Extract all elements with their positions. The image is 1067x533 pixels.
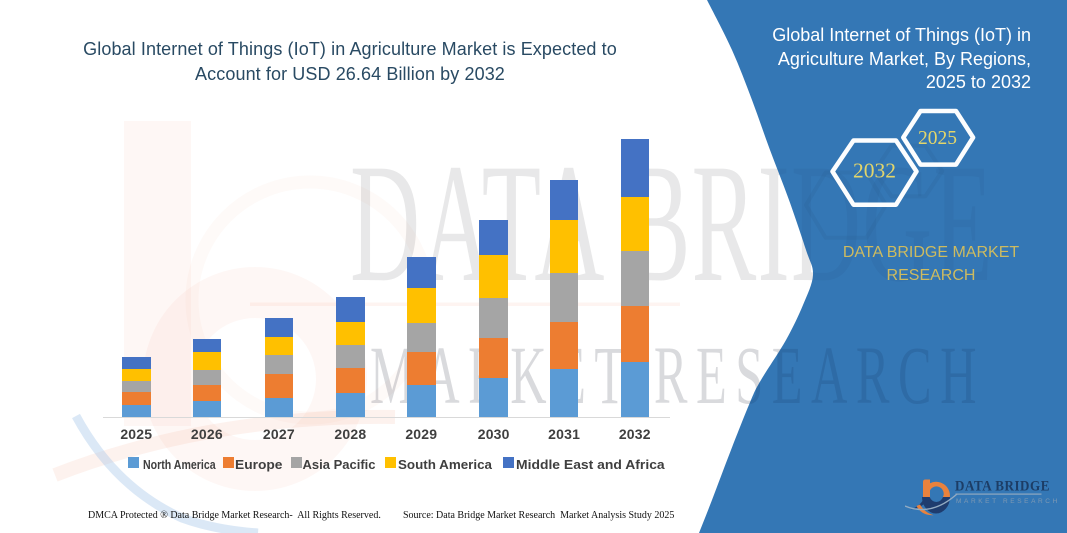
svg-text:MARKET RESEARCH: MARKET RESEARCH: [956, 498, 1060, 505]
svg-text:DATA BRIDGE: DATA BRIDGE: [955, 478, 1050, 494]
svg-text:2025: 2025: [918, 128, 957, 149]
svg-text:2032: 2032: [853, 159, 896, 183]
